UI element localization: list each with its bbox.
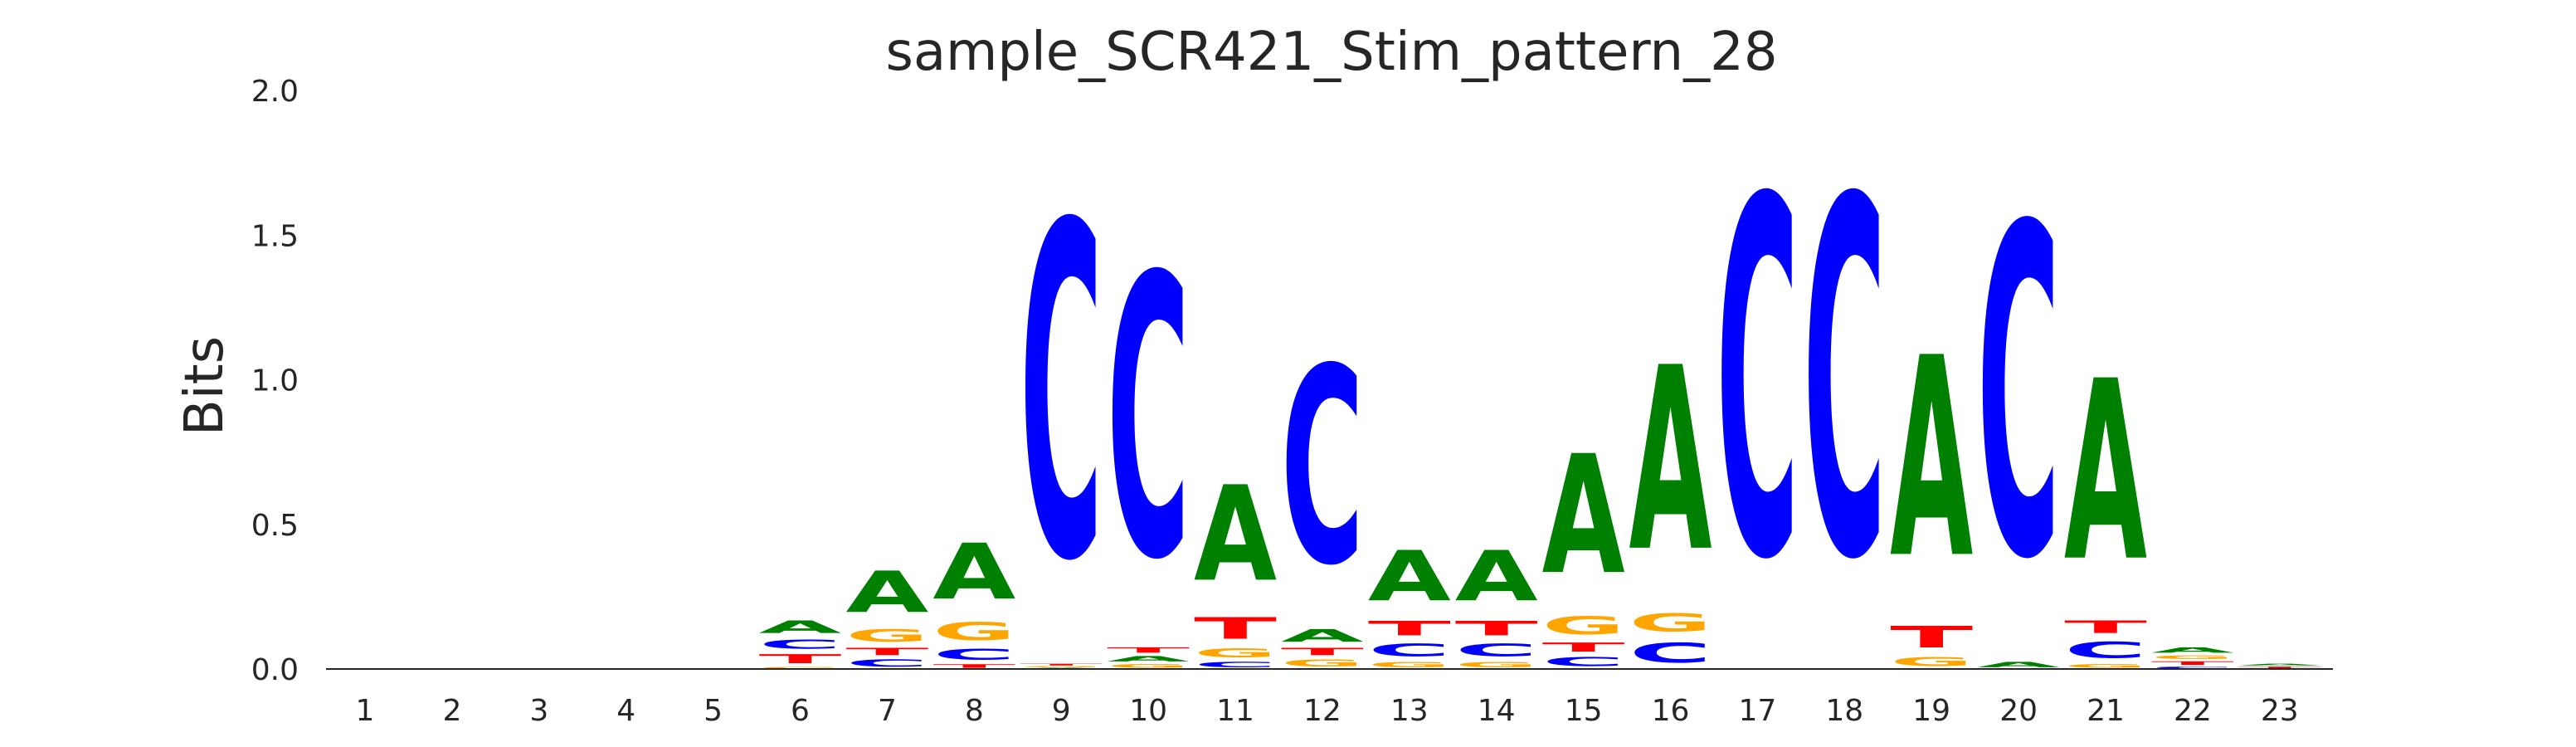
y-tick-label: 0.0 — [251, 653, 299, 687]
y-tick-label: 0.5 — [251, 509, 299, 543]
logo-letter-t: T — [1107, 646, 1190, 654]
x-tick-label: 18 — [1825, 694, 1863, 728]
x-tick-label: 4 — [616, 694, 635, 728]
logo-letter-a: A — [2238, 663, 2321, 666]
logo-letter-c: C — [2151, 666, 2234, 669]
x-tick-label: 3 — [529, 694, 548, 728]
logo-letter-c: C — [1107, 195, 1190, 644]
logo-letter-t: T — [1455, 617, 1539, 640]
x-tick-label: 21 — [2087, 694, 2125, 728]
logo-letter-g: G — [2064, 663, 2147, 669]
y-tick-label: 2.0 — [251, 75, 299, 109]
logo-letter-g: G — [1542, 611, 1625, 640]
logo-letter-c: C — [1194, 661, 1277, 669]
x-tick-label: 6 — [791, 694, 810, 728]
logo-letter-c: C — [1977, 131, 2060, 658]
x-tick-label: 20 — [1999, 694, 2038, 728]
logo-letter-g: G — [1629, 608, 1712, 637]
logo-letter-a: A — [2151, 646, 2234, 654]
x-tick-label: 22 — [2174, 694, 2212, 728]
logo-letter-a: A — [933, 528, 1015, 617]
x-tick-label: 15 — [1565, 694, 1603, 728]
logo-letter-c: C — [933, 646, 1015, 663]
logo-letter-g: G — [845, 626, 928, 646]
logo-letter-a: A — [2064, 330, 2147, 617]
x-tick-label: 1 — [356, 694, 375, 728]
logo-letter-g: G — [933, 617, 1015, 646]
logo-letter-a: A — [1368, 536, 1451, 617]
logo-letter-t: T — [845, 646, 928, 657]
logo-letter-t: T — [1542, 640, 1625, 654]
chart-title: sample_SCR421_Stim_pattern_28 — [885, 22, 1777, 83]
logo-letter-g: G — [1194, 646, 1277, 660]
logo-letter-c: C — [845, 657, 928, 669]
x-tick-label: 12 — [1303, 694, 1342, 728]
x-tick-label: 23 — [2261, 694, 2299, 728]
logo-letter-t: T — [1890, 620, 1973, 655]
logo-letter-t: T — [1020, 663, 1103, 666]
x-tick-label: 19 — [1912, 694, 1950, 728]
x-tick-label: 17 — [1738, 694, 1776, 728]
logo-letter-a: A — [759, 617, 843, 637]
x-tick-label: 10 — [1129, 694, 1167, 728]
logo-letter-g: G — [1020, 666, 1103, 668]
x-tick-label: 2 — [442, 694, 461, 728]
logo-letter-a: A — [1281, 626, 1365, 646]
y-axis-ticks: 0.0 0.5 1.0 1.5 2.0 — [251, 75, 299, 687]
logo-letter-a: A — [1629, 315, 1712, 608]
logo-letter-a: A — [1977, 661, 2060, 669]
x-tick-label: 14 — [1478, 694, 1516, 728]
logo-letter-c: C — [759, 637, 842, 652]
logo-letter-a: A — [1455, 536, 1538, 617]
logo-letters: GTCACTGATCGAAGTCGATCCGTAGTACGCTAGCTACTGA… — [759, 97, 2322, 669]
logo-letter-c: C — [1629, 637, 1712, 669]
logo-letter-t: T — [1368, 617, 1452, 640]
logo-letter-c: C — [2064, 637, 2147, 663]
logo-letter-c: C — [1716, 97, 1799, 666]
logo-letter-g: G — [1455, 661, 1538, 669]
x-axis-ticks: 1 2 3 4 5 6 7 8 9 10 11 12 13 14 15 16 17 18 19 20 21 22 23 — [356, 694, 2299, 728]
logo-letter-a: A — [1890, 300, 1973, 620]
logo-letter-c: C — [1542, 655, 1625, 669]
y-tick-label: 1.0 — [251, 364, 299, 398]
logo-letter-c: C — [1803, 97, 1886, 666]
logo-letter-t: T — [933, 663, 1015, 669]
logo-letter-c: C — [1281, 311, 1364, 625]
logo-letter-c: C — [1368, 640, 1451, 660]
x-tick-label: 8 — [965, 694, 984, 728]
logo-letter-g: G — [1107, 663, 1190, 669]
logo-letter-t: T — [2151, 661, 2234, 666]
logo-letter-a: A — [1542, 422, 1625, 611]
logo-letter-a: A — [1194, 459, 1277, 612]
logo-letter-t: T — [2238, 666, 2321, 669]
logo-letter-g: G — [759, 666, 842, 669]
logo-letter-g: G — [1281, 657, 1364, 669]
logo-letter-a: A — [1107, 655, 1190, 663]
x-tick-label: 7 — [878, 694, 897, 728]
y-tick-label: 1.5 — [251, 219, 299, 253]
y-axis-label: Bits — [174, 336, 236, 436]
x-tick-label: 5 — [704, 694, 723, 728]
logo-letter-g: G — [2151, 655, 2234, 661]
x-tick-label: 11 — [1216, 694, 1254, 728]
logo-letter-g: G — [1890, 655, 1973, 669]
logo-letter-t: T — [1281, 646, 1364, 657]
x-tick-label: 9 — [1052, 694, 1071, 728]
logo-letter-g: G — [1368, 661, 1451, 669]
x-tick-label: 16 — [1652, 694, 1690, 728]
logo-letter-t: T — [2064, 617, 2147, 637]
x-tick-label: 13 — [1390, 694, 1429, 728]
logo-letter-t: T — [759, 652, 842, 666]
logo-letter-c: C — [1455, 640, 1538, 660]
logo-letter-t: T — [1194, 612, 1277, 647]
logo-letter-c: C — [1020, 129, 1103, 662]
logo-letter-a: A — [845, 559, 928, 626]
